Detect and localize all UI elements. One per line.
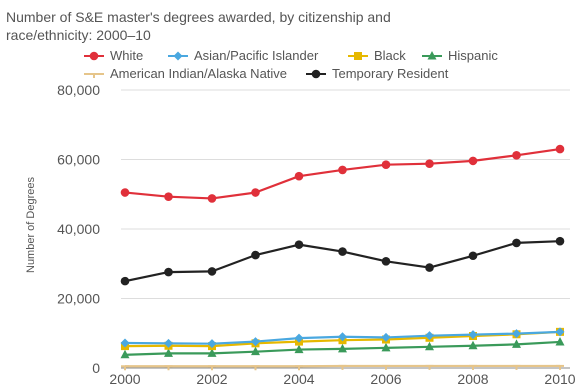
data-point (555, 236, 565, 246)
data-point (425, 263, 434, 272)
data-point (164, 267, 173, 277)
legend: White Asian/Pacific Islander Black Hispanic… (84, 48, 498, 81)
y-tick-label: 40,000 (57, 221, 100, 237)
data-point (251, 188, 260, 197)
series-line (124, 240, 561, 283)
data-point (381, 160, 391, 170)
data-point (555, 327, 565, 337)
legend-label: American Indian/Alaska Native (110, 66, 287, 81)
data-point (381, 257, 391, 266)
legend-item-american-indian-alaska-native: American Indian/Alaska Native (84, 66, 287, 81)
series-asian-pacific-islander (120, 327, 565, 349)
series-american-indian-alaska-native (121, 364, 564, 371)
legend-label: Hispanic (448, 48, 498, 63)
y-tick-label: 0 (92, 360, 100, 376)
data-point (251, 250, 260, 260)
data-point (512, 151, 521, 160)
y-tick-label: 60,000 (57, 152, 100, 168)
data-point (164, 338, 173, 348)
data-point (555, 144, 565, 154)
x-tick-label: 2004 (283, 371, 314, 386)
data-point (311, 69, 321, 79)
y-tick-label: 80,000 (57, 82, 100, 98)
legend-label: Temporary Resident (332, 66, 449, 81)
data-point (512, 329, 521, 339)
data-point (294, 344, 304, 354)
data-point (164, 348, 173, 357)
x-tick-label: 2002 (196, 371, 227, 386)
data-point (338, 343, 347, 353)
legend-label: Black (374, 48, 406, 63)
data-point (427, 51, 437, 60)
data-point (294, 333, 304, 343)
data-point (425, 159, 434, 168)
data-point (338, 332, 347, 342)
series-hispanic (120, 336, 565, 359)
data-point (120, 276, 130, 286)
legend-item-hispanic: Hispanic (422, 48, 498, 63)
y-axis-ticks: 0 20,000 40,000 60,000 80,000 (57, 82, 100, 376)
data-point (468, 330, 478, 340)
x-tick-label: 2008 (457, 371, 488, 386)
legend-item-temporary-resident: Temporary Resident (306, 66, 449, 81)
data-point (338, 247, 347, 256)
data-point (164, 192, 173, 201)
data-point (120, 349, 130, 359)
data-point (425, 331, 434, 341)
data-point (381, 342, 391, 352)
legend-item-asian-pacific-islander: Asian/Pacific Islander (168, 48, 319, 63)
data-point (338, 165, 347, 175)
y-tick-label: 20,000 (57, 291, 100, 307)
series-group (120, 144, 565, 371)
data-point (207, 348, 217, 357)
data-point (468, 251, 478, 261)
data-point (294, 240, 304, 249)
chart-title-line-1: Number of S&E master's degrees awarded, … (6, 9, 391, 25)
legend-label: Asian/Pacific Islander (194, 48, 319, 63)
x-tick-label: 2000 (109, 371, 140, 386)
data-point (89, 51, 99, 61)
data-point (555, 336, 565, 346)
legend-item-white: White (84, 48, 143, 63)
data-point (294, 171, 304, 181)
data-point (512, 238, 521, 248)
data-point (207, 267, 217, 276)
data-point (251, 346, 260, 356)
data-point (251, 337, 260, 347)
data-point (207, 194, 217, 203)
data-point (354, 52, 362, 60)
series-white (120, 144, 565, 203)
data-point (207, 339, 217, 349)
data-point (512, 339, 521, 348)
gridlines (121, 89, 570, 369)
x-tick-label: 2006 (370, 371, 401, 386)
x-axis-ticks: 2000 2002 2004 2006 2008 2010 (109, 371, 575, 386)
legend-label: White (110, 48, 143, 63)
data-point (425, 341, 434, 351)
data-point (468, 340, 478, 350)
legend-item-black: Black (348, 48, 406, 63)
x-tick-label: 2010 (544, 371, 575, 386)
chart-title-line-2: race/ethnicity: 2000–10 (6, 27, 151, 43)
y-axis-label: Number of Degrees (25, 177, 37, 273)
data-point (173, 51, 183, 61)
data-point (120, 188, 130, 197)
data-point (381, 332, 391, 342)
data-point (468, 156, 478, 166)
data-point (120, 338, 130, 348)
series-temporary-resident (120, 236, 565, 286)
